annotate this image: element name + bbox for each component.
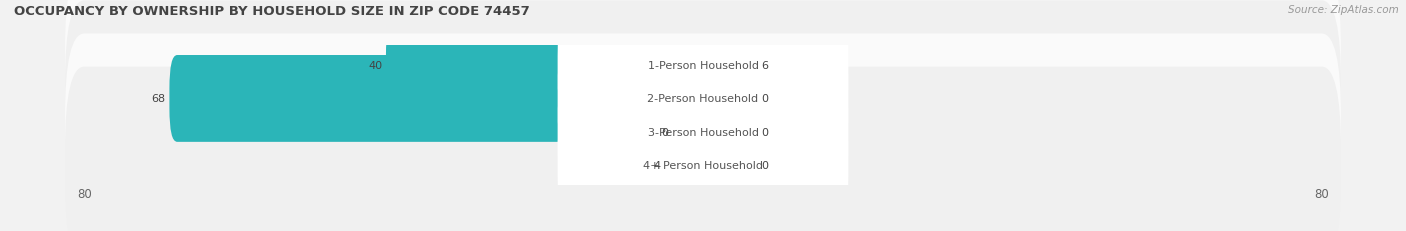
Text: 3-Person Household: 3-Person Household: [648, 127, 758, 137]
FancyBboxPatch shape: [696, 89, 756, 175]
FancyBboxPatch shape: [665, 122, 710, 208]
FancyBboxPatch shape: [558, 64, 848, 201]
FancyBboxPatch shape: [696, 23, 756, 109]
FancyBboxPatch shape: [65, 67, 1341, 231]
FancyBboxPatch shape: [65, 34, 1341, 230]
Text: Source: ZipAtlas.com: Source: ZipAtlas.com: [1288, 5, 1399, 15]
Text: 0: 0: [661, 127, 668, 137]
Text: 0: 0: [761, 94, 768, 104]
Text: 40: 40: [368, 61, 382, 71]
Text: 0: 0: [761, 127, 768, 137]
FancyBboxPatch shape: [558, 30, 848, 167]
Text: 1-Person Household: 1-Person Household: [648, 61, 758, 71]
FancyBboxPatch shape: [385, 23, 710, 109]
Text: 2-Person Household: 2-Person Household: [647, 94, 759, 104]
FancyBboxPatch shape: [558, 97, 848, 231]
FancyBboxPatch shape: [170, 56, 710, 142]
Text: 6: 6: [761, 61, 768, 71]
Text: 0: 0: [761, 160, 768, 170]
Text: 4+ Person Household: 4+ Person Household: [643, 160, 763, 170]
Text: 68: 68: [152, 94, 166, 104]
FancyBboxPatch shape: [65, 0, 1341, 164]
FancyBboxPatch shape: [673, 95, 709, 169]
FancyBboxPatch shape: [696, 122, 756, 208]
Text: 4: 4: [654, 160, 661, 170]
FancyBboxPatch shape: [558, 0, 848, 134]
FancyBboxPatch shape: [65, 1, 1341, 197]
FancyBboxPatch shape: [696, 56, 756, 142]
Text: OCCUPANCY BY OWNERSHIP BY HOUSEHOLD SIZE IN ZIP CODE 74457: OCCUPANCY BY OWNERSHIP BY HOUSEHOLD SIZE…: [14, 5, 530, 18]
